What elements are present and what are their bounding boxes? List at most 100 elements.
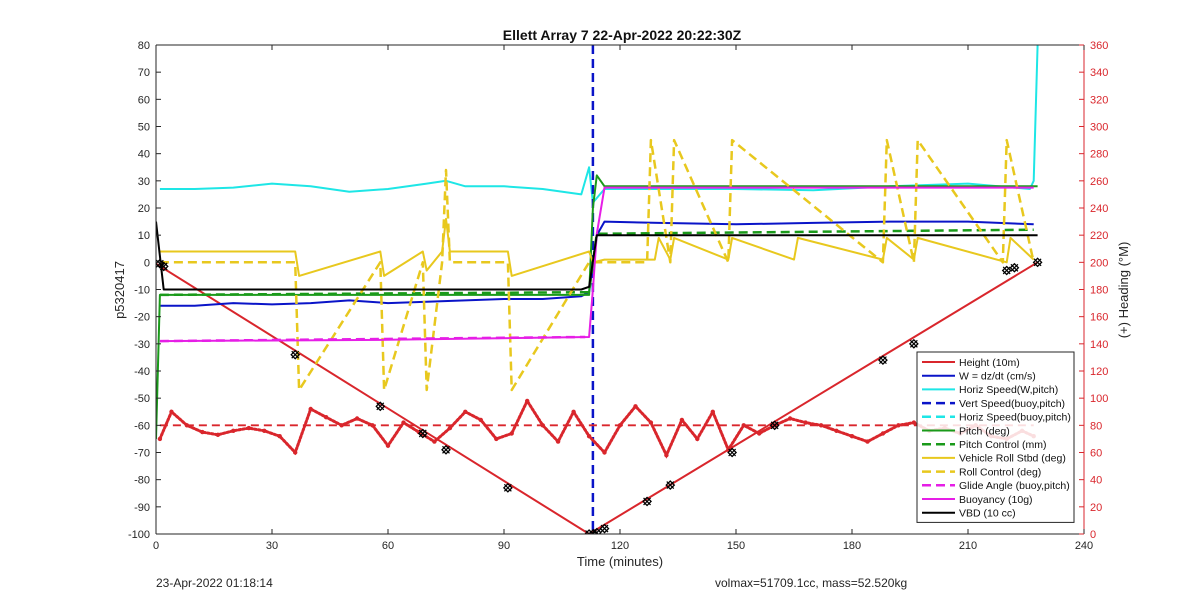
y2-tick-label: 160 [1090, 312, 1108, 324]
height-marker-diamond [1001, 265, 1012, 276]
height-marker [417, 428, 428, 439]
heading-point [880, 431, 886, 436]
heading-point [602, 450, 607, 455]
heading-point [463, 409, 468, 414]
heading-point [555, 439, 561, 444]
height-marker [502, 482, 513, 493]
y-tick-label: 40 [138, 149, 150, 161]
height-marker [642, 496, 652, 507]
heading-point [710, 409, 715, 414]
y2-axis-label: (+) Heading (°M) [1116, 242, 1131, 339]
height-marker [908, 338, 919, 349]
heading-point [385, 443, 391, 448]
heading-point [308, 406, 313, 412]
y2-tick-label: 280 [1090, 149, 1108, 161]
plot-series-group [156, 45, 1043, 534]
heading-point [633, 404, 638, 409]
legend-entry-1: W = dz/dt (cm/s) [959, 371, 1036, 383]
heading-point [787, 416, 793, 421]
y2-tick-label: 180 [1090, 285, 1108, 297]
series-line-1 [159, 220, 1034, 307]
height-marker-cross-a [589, 530, 594, 534]
legend-entry-5: Pitch (deg) [959, 425, 1010, 437]
height-marker-diamond [441, 444, 451, 455]
height-marker-cross-b [728, 448, 737, 457]
y-tick-label: -70 [134, 448, 150, 460]
y2-tick-label: 200 [1090, 257, 1108, 269]
series-line-11 [156, 221, 1038, 291]
y2-tick-label: 300 [1090, 122, 1108, 134]
heading-point [664, 453, 669, 458]
height-marker-cross-a [585, 530, 590, 534]
heading-point [354, 416, 360, 421]
y-tick-label: -90 [134, 502, 150, 514]
height-marker-diamond [1032, 257, 1043, 268]
height-marker-diamond [769, 420, 780, 431]
height-marker [665, 480, 676, 491]
y2-tick-label: 60 [1090, 448, 1102, 460]
y-tick-label: 10 [138, 230, 150, 242]
x-tick-label: 60 [382, 540, 394, 552]
legend-entry-2: Horiz Speed(W,pitch) [959, 384, 1058, 396]
heading-point [865, 439, 870, 444]
height-marker-diamond [588, 529, 598, 534]
y2-tick-label: 260 [1090, 176, 1108, 188]
heading-point [849, 434, 855, 439]
height-marker-cross-b [503, 483, 512, 492]
y-tick-label: 60 [138, 94, 150, 106]
axes: 0 30 60 90 120 150 180 210 240-100-90-80-70-60-5… [128, 40, 1108, 552]
height-marker-cross-b [418, 429, 427, 438]
y-tick-label: -40 [134, 366, 150, 378]
heading-point [447, 425, 453, 431]
series-line-10 [159, 186, 1034, 343]
height-marker-cross-b [879, 356, 887, 365]
heading-point [896, 423, 901, 428]
x-tick-label: 240 [1075, 540, 1093, 552]
heading-point [648, 420, 654, 425]
y2-tick-label: 0 [1090, 529, 1096, 541]
legend-entry-7: Vehicle Roll Stbd (deg) [959, 453, 1066, 465]
heading-point [818, 423, 824, 428]
height-marker-diamond [502, 482, 513, 493]
height-marker-cross-b [600, 524, 609, 533]
y2-tick-label: 40 [1090, 475, 1102, 487]
heading-point [586, 434, 592, 439]
x-tick-label: 120 [611, 540, 629, 552]
y-tick-label: 70 [138, 67, 150, 79]
height-marker-cross-b [376, 402, 385, 411]
y2-tick-label: 220 [1090, 230, 1108, 242]
heading-point [803, 420, 808, 425]
y-tick-label: 20 [138, 203, 150, 215]
y2-tick-label: 360 [1090, 40, 1108, 52]
height-marker-cross-b [1002, 266, 1011, 275]
height-marker [599, 523, 610, 534]
height-marker-diamond [290, 349, 301, 360]
footer-vehicle-info: volmax=51709.1cc, mass=52.520kg [715, 576, 908, 590]
height-marker-diamond [642, 496, 652, 507]
height-marker [727, 447, 738, 458]
height-marker-cross-b [291, 350, 300, 359]
footer-timestamp: 23-Apr-2022 01:18:14 [156, 576, 273, 590]
x-tick-label: 0 [153, 540, 159, 552]
y-tick-label: -10 [134, 285, 150, 297]
y-tick-label: -30 [134, 339, 150, 351]
heading-point [757, 431, 762, 436]
y2-tick-label: 100 [1090, 393, 1108, 405]
y2-tick-label: 120 [1090, 366, 1108, 378]
x-tick-label: 90 [498, 540, 510, 552]
legend-entry-0: Height (10m) [959, 357, 1020, 369]
legend-entry-10: Buoyancy (10g) [959, 494, 1033, 506]
heading-point [277, 434, 282, 439]
heading-point [911, 420, 917, 425]
heading-point [339, 423, 344, 428]
y-tick-label: -100 [128, 529, 150, 541]
height-marker-cross-b [594, 528, 601, 534]
series-line-5 [156, 174, 1038, 439]
legend-entry-4: Horiz Speed(buoy,pitch) [959, 412, 1071, 424]
heading-point [494, 436, 499, 442]
height-marker-cross-b [909, 339, 918, 348]
heading-point [695, 436, 700, 442]
height-marker-cross-b [643, 497, 651, 506]
y2-tick-label: 240 [1090, 203, 1108, 215]
